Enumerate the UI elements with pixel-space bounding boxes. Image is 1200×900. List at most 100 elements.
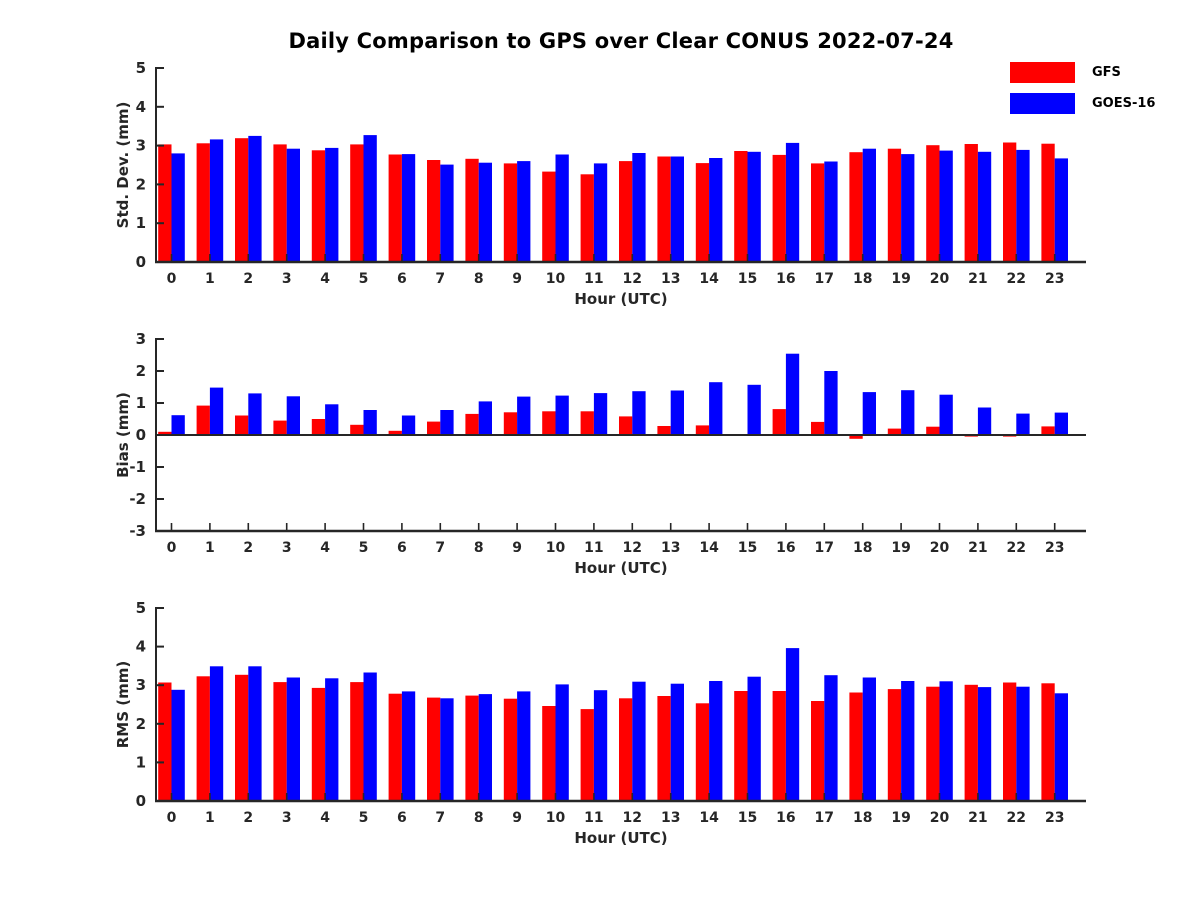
bar-goes16-hour-4: [325, 404, 339, 435]
y-tick-label: 0: [136, 792, 146, 810]
bar-goes16-hour-15: [747, 676, 761, 801]
x-tick-label: 10: [546, 540, 566, 556]
bar-gfs-hour-11: [580, 709, 594, 801]
y-tick-label: 0: [136, 253, 146, 271]
x-tick-label: 13: [661, 540, 680, 556]
x-tick-label: 19: [891, 540, 910, 556]
bar-gfs-hour-22: [1003, 142, 1017, 262]
bar-gfs-hour-14: [695, 163, 710, 262]
x-tick-label: 14: [699, 271, 719, 287]
x-tick-label: 16: [776, 810, 795, 826]
bar-goes16-hour-4: [325, 147, 339, 262]
x-tick-label: 13: [661, 271, 680, 287]
bar-goes16-hour-17: [824, 371, 838, 435]
bar-goes16-hour-21: [977, 407, 992, 435]
bar-gfs-hour-12: [619, 698, 633, 801]
bar-goes16-hour-19: [901, 390, 915, 435]
bar-goes16-hour-0: [171, 415, 185, 435]
bar-gfs-hour-15: [734, 151, 748, 262]
bar-gfs-hour-13: [657, 156, 671, 262]
bar-gfs-hour-12: [619, 416, 633, 435]
bar-gfs-hour-23: [1041, 143, 1055, 262]
x-axis-label: Hour (UTC): [574, 559, 667, 577]
bar-goes16-hour-23: [1054, 693, 1068, 801]
bar-gfs-hour-6: [388, 430, 402, 435]
bar-gfs-hour-19: [887, 148, 902, 262]
bar-goes16-hour-2: [248, 393, 262, 435]
x-tick-label: 4: [320, 540, 330, 556]
bar-gfs-hour-6: [388, 154, 402, 262]
y-tick-label: 2: [136, 362, 146, 380]
bar-gfs-hour-2: [235, 415, 249, 435]
bar-goes16-hour-6: [401, 415, 416, 435]
bar-goes16-hour-3: [286, 677, 300, 801]
bar-goes16-hour-17: [824, 675, 838, 801]
legend-label-goes16: GOES-16: [1092, 96, 1156, 111]
bar-gfs-hour-21: [964, 144, 978, 262]
y-tick-label: 0: [136, 426, 146, 444]
bar-gfs-hour-17: [811, 163, 825, 262]
x-tick-label: 23: [1045, 540, 1064, 556]
bar-goes16-hour-5: [363, 135, 377, 262]
bar-goes16-hour-8: [478, 401, 492, 435]
bar-goes16-hour-12: [632, 681, 646, 801]
bar-goes16-hour-16: [785, 353, 800, 435]
y-tick-label: 1: [136, 214, 146, 232]
bar-gfs-hour-13: [657, 696, 671, 801]
bar-goes16-hour-11: [593, 163, 608, 262]
bar-goes16-hour-2: [248, 135, 262, 262]
bar-gfs-hour-5: [350, 424, 364, 435]
bar-goes16-hour-11: [593, 393, 608, 435]
bar-gfs-hour-4: [311, 150, 326, 262]
bar-goes16-hour-17: [824, 161, 838, 262]
x-tick-label: 0: [167, 271, 177, 287]
bar-gfs-hour-11: [580, 411, 594, 435]
bar-goes16-hour-15: [747, 384, 761, 435]
y-tick-label: -3: [129, 522, 146, 540]
x-tick-label: 8: [474, 271, 484, 287]
x-tick-label: 18: [853, 540, 872, 556]
x-tick-label: 20: [930, 810, 950, 826]
x-tick-label: 13: [661, 810, 680, 826]
y-tick-label: 2: [136, 715, 146, 733]
bar-goes16-hour-9: [517, 396, 531, 435]
bar-gfs-hour-4: [311, 687, 326, 801]
bar-goes16-hour-7: [440, 164, 454, 262]
bar-gfs-hour-12: [619, 161, 633, 262]
y-tick-label: 1: [136, 753, 146, 771]
bar-gfs-hour-20: [926, 426, 940, 435]
bar-goes16-hour-8: [478, 694, 492, 801]
bar-gfs-hour-1: [196, 143, 210, 262]
x-tick-label: 12: [623, 540, 642, 556]
bar-gfs-hour-14: [695, 703, 710, 801]
bar-goes16-hour-13: [670, 156, 684, 262]
bar-goes16-hour-14: [709, 681, 723, 801]
x-tick-label: 2: [243, 810, 253, 826]
bar-gfs-hour-9: [503, 698, 518, 801]
bar-goes16-hour-1: [209, 666, 224, 801]
bar-goes16-hour-3: [286, 396, 300, 435]
bar-gfs-hour-18: [849, 435, 863, 439]
bar-gfs-hour-2: [235, 138, 249, 262]
bar-gfs-hour-21: [964, 684, 978, 801]
y-tick-label: 5: [136, 59, 146, 77]
x-tick-label: 17: [815, 540, 834, 556]
bar-gfs-hour-18: [849, 152, 863, 262]
bar-gfs-hour-5: [350, 682, 364, 801]
bar-gfs-hour-13: [657, 426, 671, 435]
bar-goes16-hour-3: [286, 148, 300, 262]
x-tick-label: 19: [891, 810, 910, 826]
bar-goes16-hour-7: [440, 698, 454, 801]
x-tick-label: 8: [474, 810, 484, 826]
x-tick-label: 22: [1007, 271, 1026, 287]
x-tick-label: 10: [546, 810, 566, 826]
goes16-color-swatch: [1010, 93, 1075, 114]
bar-gfs-hour-8: [465, 158, 479, 262]
y-axis-label: Bias (mm): [114, 392, 132, 478]
bar-goes16-hour-20: [939, 681, 953, 801]
bar-gfs-hour-9: [503, 412, 518, 435]
x-tick-label: 6: [397, 271, 407, 287]
legend-item-gfs: GFS: [1010, 62, 1195, 83]
x-tick-label: 21: [968, 810, 987, 826]
